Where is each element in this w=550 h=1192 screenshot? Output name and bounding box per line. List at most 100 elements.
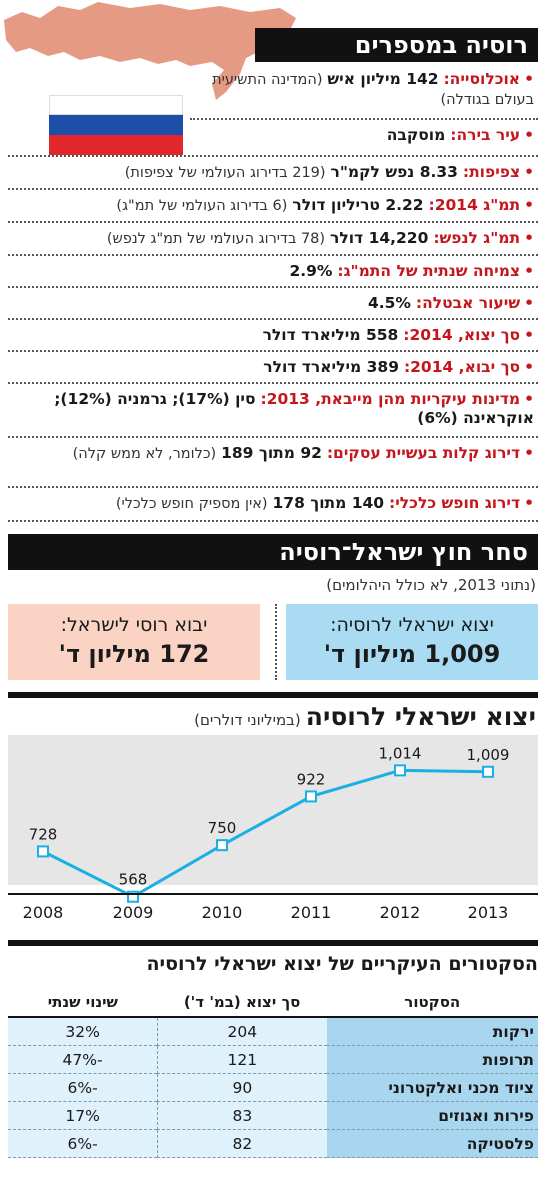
- bullet-icon: •: [524, 126, 534, 144]
- fact-label: מדינות עיקריות מהן מייבאת, 2013:: [260, 390, 521, 408]
- fact-value: 140 מתוך 178: [272, 494, 385, 512]
- x-tick-label: 2012: [379, 903, 421, 922]
- bullet-icon: •: [524, 326, 534, 344]
- bullet-icon: •: [524, 494, 534, 512]
- fact-note: (המדינה התשיעית בעולם בגודלה): [212, 72, 534, 108]
- fact-note: (78 בדירוג העולמי של תמ"ג לנפש): [106, 231, 326, 247]
- russia-map-icon: [4, 2, 296, 100]
- table-header-row: הסקטור סך יצוא (במ' ד') שינוי שנתי: [8, 988, 538, 1018]
- rule: [8, 940, 538, 946]
- sector-change: -6%: [8, 1129, 158, 1158]
- trade-note: (נתוני 2013, לא כולל היהלומים): [326, 576, 536, 594]
- sectors-title: הסקטורים העיקריים של יצוא ישראלי לרוסיה: [146, 953, 538, 975]
- sector-total: 82: [157, 1129, 327, 1158]
- fact-row: •צמיחה שנתית של התמ"ג: 2.9%: [8, 256, 538, 288]
- sector-name: ציוד מכני ואלקטרוני: [326, 1073, 538, 1102]
- fact-label: שיעור אבטלה:: [415, 294, 521, 312]
- data-point: [216, 839, 228, 852]
- x-tick-label: 2011: [290, 903, 332, 922]
- sector-total: 90: [157, 1073, 327, 1102]
- table-row: ירקות 204 32%: [8, 1017, 538, 1046]
- sector-name: פלסטיקה: [326, 1129, 538, 1158]
- import-value: 172 מיליון ד': [58, 640, 210, 668]
- data-label: 1,009: [467, 746, 510, 764]
- sectors-table: הסקטור סך יצוא (במ' ד') שינוי שנתי ירקות…: [8, 988, 538, 1158]
- data-label: 750: [208, 819, 237, 837]
- x-tick-label: 2008: [22, 903, 64, 922]
- chart-title: יצוא ישראלי לרוסיה: [305, 702, 536, 731]
- sector-change: 32%: [8, 1017, 158, 1046]
- fact-label: דירוג קלות בעשיית עסקים:: [326, 444, 521, 462]
- fact-note: (6 בדירוג העולמי של תמ"ג): [116, 198, 288, 214]
- sector-total: 204: [157, 1017, 327, 1046]
- table-row: ציוד מכני ואלקטרוני 90 -6%: [8, 1073, 538, 1102]
- fact-note: (אין מספיק חופש כלכלי): [115, 496, 268, 512]
- table-row: פלסטיקה 82 -6%: [8, 1129, 538, 1158]
- fact-row: •דירוג קלות בעשיית עסקים: 92 מתוך 189 (כ…: [8, 438, 538, 488]
- col-change: שינוי שנתי: [8, 988, 158, 1018]
- data-label: 728: [29, 825, 58, 843]
- fact-label: צפיפות:: [462, 163, 521, 181]
- chart-subtitle: (במיליוני דולרים): [194, 711, 301, 729]
- export-box: יצוא ישראלי לרוסיה: 1,009 מיליון ד': [286, 604, 538, 680]
- trade-title: סחר חוץ ישראל־רוסיה: [8, 534, 538, 570]
- fact-row: •סך יצוא, 2014: 558 מיליארד דולר: [8, 320, 538, 352]
- fact-value: מוסקבה: [386, 126, 446, 144]
- export-label: יצוא ישראלי לרוסיה:: [330, 614, 494, 636]
- bullet-icon: •: [524, 294, 534, 312]
- fact-row: •תמ"ג לנפש: 14,220 דולר (78 בדירוג העולמ…: [8, 223, 538, 256]
- x-tick-label: 2010: [201, 903, 243, 922]
- bullet-icon: •: [524, 444, 534, 462]
- fact-row: •תמ"ג 2014: 2.22 טריליון דולר (6 בדירוג …: [8, 190, 538, 223]
- table-row: תרופות 121 -47%: [8, 1045, 538, 1074]
- fact-row: •צפיפות: 8.33 נפש לקמ"ר (219 בדירוג העול…: [8, 157, 538, 190]
- data-label: 1,014: [379, 744, 422, 762]
- fact-value: 4.5%: [367, 294, 411, 312]
- fact-value: 2.9%: [289, 262, 333, 280]
- fact-value: 14,220 דולר: [330, 229, 429, 247]
- fact-row: •מדינות עיקריות מהן מייבאת, 2013: סין (1…: [8, 384, 538, 438]
- fact-label: עיר בירה:: [450, 126, 521, 144]
- sector-total: 83: [157, 1101, 327, 1130]
- rule: [8, 692, 538, 698]
- sector-name: ירקות: [326, 1017, 538, 1046]
- col-sector: הסקטור: [326, 988, 538, 1018]
- data-point: [127, 890, 139, 903]
- x-tick-label: 2009: [112, 903, 154, 922]
- fact-note: (219 בדירוג העולמי של צפיפות): [124, 165, 326, 181]
- col-total: סך יצוא (במ' ד'): [157, 988, 327, 1018]
- chart-area: [8, 735, 538, 885]
- chart-heading: יצוא ישראלי לרוסיה (במיליוני דולרים): [194, 702, 536, 731]
- bullet-icon: •: [524, 163, 534, 181]
- russia-flag-icon: [49, 95, 183, 155]
- data-point: [394, 764, 406, 777]
- x-tick-label: 2013: [467, 903, 509, 922]
- sector-change: 17%: [8, 1101, 158, 1130]
- bullet-icon: •: [524, 196, 534, 214]
- fact-label: סך יבוא, 2014:: [403, 358, 521, 376]
- fact-value: 2.22 טריליון דולר: [292, 196, 424, 214]
- x-axis: [8, 893, 538, 895]
- table-row: פירות ואגוזים 83 17%: [8, 1101, 538, 1130]
- sector-name: פירות ואגוזים: [326, 1101, 538, 1130]
- export-value: 1,009 מיליון ד': [323, 640, 501, 668]
- fact-row: •דירוג חופש כלכלי: 140 מתוך 178 (אין מספ…: [8, 488, 538, 522]
- data-label: 568: [119, 871, 148, 889]
- sector-change: -47%: [8, 1045, 158, 1074]
- fact-note: (כלומר, לא ממש קלה): [72, 446, 217, 462]
- sector-total: 121: [157, 1045, 327, 1074]
- fact-value: 389 מיליארד דולר: [263, 358, 399, 376]
- fact-label: צמיחה שנתית של התמ"ג:: [337, 262, 521, 280]
- fact-label: תמ"ג לנפש:: [433, 229, 521, 247]
- sector-name: תרופות: [326, 1045, 538, 1074]
- fact-value: 8.33 נפש לקמ"ר: [330, 163, 458, 181]
- fact-row: •שיעור אבטלה: 4.5%: [8, 288, 538, 320]
- divider: [275, 604, 277, 680]
- fact-value: 142 מיליון איש: [327, 70, 439, 88]
- bullet-icon: •: [524, 229, 534, 247]
- bullet-icon: •: [524, 390, 534, 408]
- series-line: [42, 768, 489, 899]
- fact-label: סך יצוא, 2014:: [403, 326, 521, 344]
- data-point: [305, 790, 317, 803]
- page-title: רוסיה במספרים: [255, 28, 538, 62]
